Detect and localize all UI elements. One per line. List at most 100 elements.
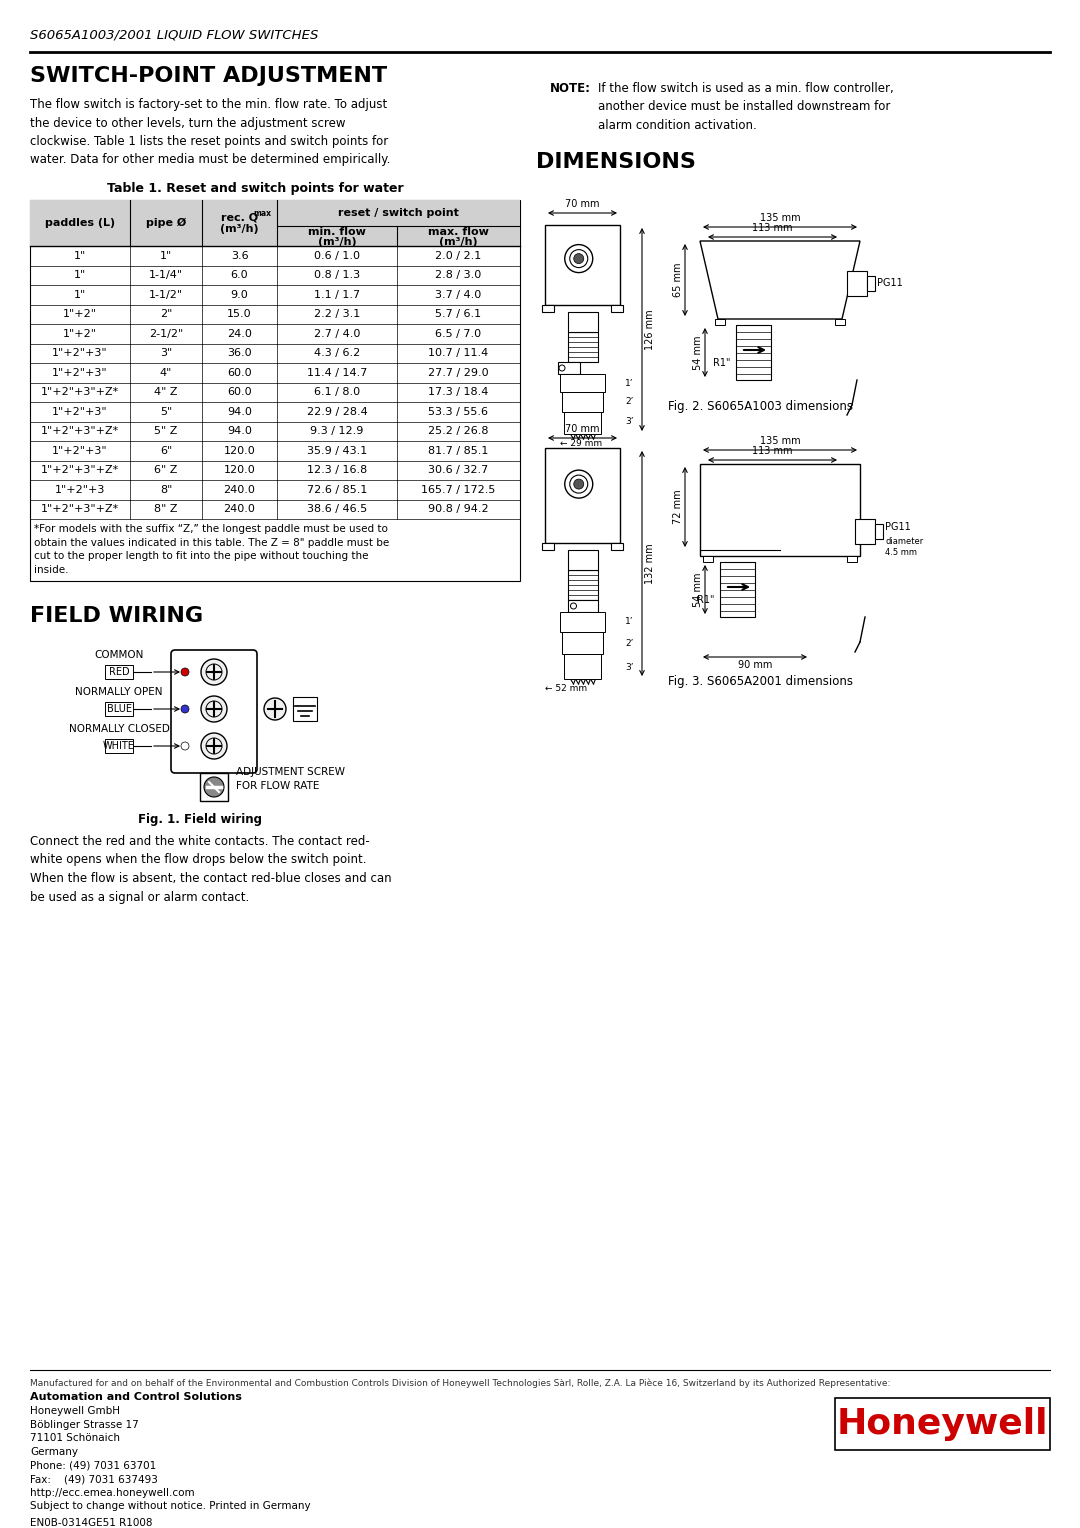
Text: 30.6 / 32.7: 30.6 / 32.7: [429, 465, 488, 475]
Circle shape: [201, 659, 227, 685]
Text: 1.1 / 1.7: 1.1 / 1.7: [314, 290, 360, 299]
Bar: [567, 550, 597, 570]
Text: ADJUSTMENT SCREW
FOR FLOW RATE: ADJUSTMENT SCREW FOR FLOW RATE: [237, 767, 345, 790]
Text: 6.1 / 8.0: 6.1 / 8.0: [314, 387, 360, 397]
Text: Manufactured for and on behalf of the Environmental and Combustion Controls Divi: Manufactured for and on behalf of the En…: [30, 1378, 890, 1387]
Text: reset / switch point: reset / switch point: [338, 208, 459, 219]
Circle shape: [206, 738, 222, 753]
Text: Fig. 2. S6065A1003 dimensions: Fig. 2. S6065A1003 dimensions: [667, 400, 852, 413]
Text: 120.0: 120.0: [224, 465, 255, 475]
Text: Fig. 1. Field wiring: Fig. 1. Field wiring: [138, 813, 262, 827]
Text: BLUE: BLUE: [107, 704, 132, 714]
Polygon shape: [700, 465, 860, 556]
Circle shape: [570, 249, 588, 267]
Text: 1"+2"+3": 1"+2"+3": [52, 446, 108, 455]
Text: 1"+2"+3"+Z*: 1"+2"+3"+Z*: [41, 465, 119, 475]
Text: 81.7 / 85.1: 81.7 / 85.1: [429, 446, 488, 455]
Circle shape: [206, 665, 222, 680]
Text: 3’: 3’: [625, 417, 634, 425]
Circle shape: [201, 695, 227, 723]
Text: NORMALLY CLOSED: NORMALLY CLOSED: [68, 724, 170, 733]
Text: 35.9 / 43.1: 35.9 / 43.1: [307, 446, 367, 455]
Text: 1": 1": [73, 251, 86, 261]
Text: 1’: 1’: [625, 617, 634, 626]
Bar: [735, 325, 771, 380]
Bar: [545, 448, 620, 542]
Text: min. flow: min. flow: [308, 228, 366, 237]
Text: 2’: 2’: [625, 639, 633, 648]
Bar: [847, 270, 867, 296]
Text: 38.6 / 46.5: 38.6 / 46.5: [307, 504, 367, 515]
Bar: [567, 312, 597, 332]
Circle shape: [559, 365, 565, 371]
Text: 0.6 / 1.0: 0.6 / 1.0: [314, 251, 360, 261]
Text: 1-1/4": 1-1/4": [149, 270, 184, 280]
Circle shape: [181, 743, 189, 750]
Text: 2": 2": [160, 309, 172, 319]
Text: 9.0: 9.0: [231, 290, 248, 299]
Text: max: max: [254, 209, 271, 219]
Text: 90 mm: 90 mm: [738, 660, 772, 669]
Text: rec. Q: rec. Q: [221, 212, 258, 223]
Circle shape: [570, 604, 577, 610]
Text: ← 52 mm: ← 52 mm: [545, 685, 588, 694]
Text: *For models with the suffix “Z,” the longest paddle must be used to
obtain the v: *For models with the suffix “Z,” the lon…: [33, 524, 389, 575]
Text: NOTE:: NOTE:: [550, 83, 591, 95]
Text: 135 mm: 135 mm: [759, 435, 800, 446]
Bar: [293, 697, 318, 721]
Bar: [611, 542, 623, 550]
Text: PG11: PG11: [877, 278, 903, 287]
Text: 1"+2"+3"+Z*: 1"+2"+3"+Z*: [41, 387, 119, 397]
Text: (m³/h): (m³/h): [318, 237, 356, 248]
Text: EN0B-0314GE51 R1008: EN0B-0314GE51 R1008: [30, 1517, 152, 1528]
Bar: [558, 362, 580, 374]
Bar: [542, 542, 554, 550]
Text: 8": 8": [160, 484, 172, 495]
Text: Fig. 3. S6065A2001 dimensions: Fig. 3. S6065A2001 dimensions: [667, 675, 852, 688]
Circle shape: [565, 244, 593, 272]
Bar: [105, 665, 133, 678]
Circle shape: [264, 698, 286, 720]
Bar: [564, 654, 600, 678]
Text: 94.0: 94.0: [227, 426, 252, 437]
Circle shape: [573, 480, 584, 489]
Text: PG11: PG11: [885, 523, 910, 532]
Text: 113 mm: 113 mm: [753, 446, 793, 455]
Text: 60.0: 60.0: [227, 387, 252, 397]
Text: (m³/h): (m³/h): [220, 225, 259, 234]
Text: 6": 6": [160, 446, 172, 455]
Text: RED: RED: [109, 668, 130, 677]
Text: 5" Z: 5" Z: [154, 426, 178, 437]
Text: 3.7 / 4.0: 3.7 / 4.0: [435, 290, 482, 299]
Text: If the flow switch is used as a min. flow controller,
another device must be ins: If the flow switch is used as a min. flo…: [598, 83, 894, 131]
Circle shape: [206, 701, 222, 717]
Text: 60.0: 60.0: [227, 368, 252, 377]
Text: 1"+2"+3": 1"+2"+3": [52, 348, 108, 358]
Bar: [30, 200, 519, 581]
Text: 1"+2": 1"+2": [63, 329, 97, 339]
Text: DIMENSIONS: DIMENSIONS: [536, 151, 696, 173]
Bar: [542, 306, 554, 312]
Text: 36.0: 36.0: [227, 348, 252, 358]
Text: 1": 1": [73, 270, 86, 280]
Text: 24.0: 24.0: [227, 329, 252, 339]
Text: 90.8 / 94.2: 90.8 / 94.2: [428, 504, 489, 515]
Text: 70 mm: 70 mm: [565, 423, 599, 434]
Text: 2.2 / 3.1: 2.2 / 3.1: [314, 309, 360, 319]
Text: WHITE: WHITE: [103, 741, 135, 750]
Text: 53.3 / 55.6: 53.3 / 55.6: [429, 406, 488, 417]
Bar: [715, 319, 725, 325]
Text: 4" Z: 4" Z: [154, 387, 178, 397]
Text: 2-1/2": 2-1/2": [149, 329, 184, 339]
Text: 1"+2"+3"+Z*: 1"+2"+3"+Z*: [41, 426, 119, 437]
Bar: [30, 200, 519, 246]
Text: 17.3 / 18.4: 17.3 / 18.4: [429, 387, 488, 397]
Bar: [835, 319, 845, 325]
Bar: [561, 613, 605, 633]
Text: 1": 1": [160, 251, 172, 261]
Text: 3": 3": [160, 348, 172, 358]
Text: 15.0: 15.0: [227, 309, 252, 319]
Text: 54 mm: 54 mm: [693, 573, 703, 607]
Text: 2’: 2’: [625, 396, 633, 405]
Bar: [567, 601, 597, 613]
